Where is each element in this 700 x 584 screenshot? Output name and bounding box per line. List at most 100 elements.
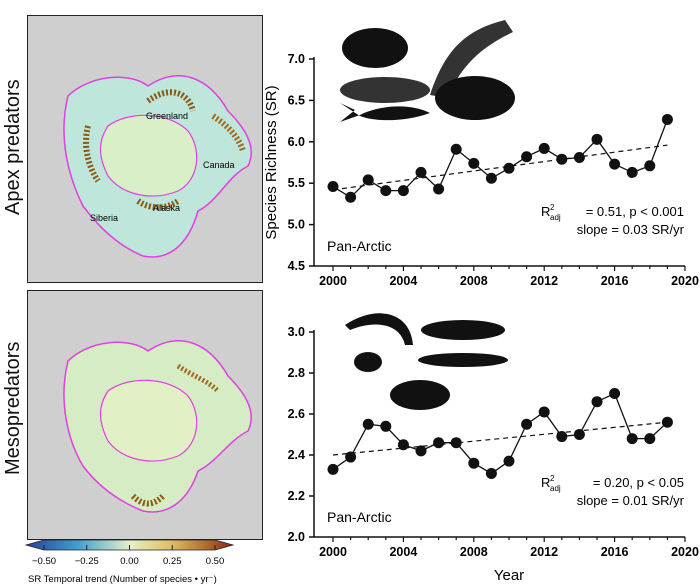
- region-label: Pan-Arctic: [327, 238, 392, 254]
- data-point: [415, 166, 427, 178]
- data-point: [556, 153, 568, 165]
- r2-symbol: R: [541, 475, 550, 490]
- data-point: [626, 433, 638, 445]
- y-tick-label: 5.0: [288, 218, 305, 232]
- x-tick-label: 2020: [671, 545, 699, 559]
- data-point: [661, 113, 673, 125]
- trend-line: [332, 144, 668, 191]
- data-point: [380, 420, 392, 432]
- y-tick-label: 2.2: [288, 489, 305, 503]
- data-point: [538, 142, 550, 154]
- data-point: [345, 191, 357, 203]
- map-label-alaska: Alaska: [153, 203, 180, 213]
- slope-stat: slope = 0.01 SR/yr: [577, 493, 685, 508]
- x-tick-label: 2008: [460, 545, 488, 559]
- data-point: [397, 185, 409, 197]
- data-point: [327, 463, 339, 475]
- x-axis-label: Year: [494, 567, 524, 584]
- colorbar-tick-label: 0.25: [163, 556, 182, 567]
- crab-icon: [354, 352, 382, 372]
- data-point: [609, 158, 621, 170]
- colorbar-tick-label: −0.25: [75, 556, 99, 567]
- r2-superscript: 2: [550, 203, 555, 212]
- animal-silhouettes: [340, 20, 515, 122]
- map-label-siberia: Siberia: [90, 213, 118, 223]
- x-tick-label: 2004: [389, 545, 417, 559]
- data-point: [503, 162, 515, 174]
- slope-stat: slope = 0.03 SR/yr: [577, 222, 685, 237]
- y-tick-label: 5.5: [288, 176, 305, 190]
- y-tick-label: 2.6: [288, 407, 305, 421]
- map-label-greenland: Greenland: [146, 111, 188, 121]
- r2-superscript: 2: [550, 474, 555, 483]
- apex-map-svg: Greenland Canada Alaska Siberia: [28, 16, 262, 282]
- seal-icon: [430, 20, 513, 98]
- data-point: [521, 151, 533, 163]
- shrimp-icon: [345, 313, 413, 345]
- whale-icon: [340, 77, 430, 103]
- meso-chart: 2.0 2.2 2.4 2.6 2.8 3.0 2000 2004 2008 2012 2016 20…: [288, 313, 699, 584]
- colorbar-label: SR Temporal trend (Number of species • y…: [28, 574, 217, 584]
- flatfish-icon: [390, 380, 450, 410]
- series-line: [332, 392, 668, 475]
- apex-map: Greenland Canada Alaska Siberia: [27, 15, 263, 283]
- data-point: [556, 431, 568, 443]
- colorbar-tick-label: 0.00: [120, 556, 139, 567]
- data-point: [573, 152, 585, 164]
- y-tick-label: 2.4: [288, 448, 305, 462]
- data-point: [450, 143, 462, 155]
- data-point: [362, 418, 374, 430]
- y-axis-label: Species Richness (SR): [263, 85, 280, 239]
- series-line: [332, 119, 669, 199]
- r2-symbol: R: [541, 204, 550, 219]
- y-tick-label: 7.0: [288, 52, 305, 66]
- map-label-canada: Canada: [203, 160, 235, 170]
- trend-line: [332, 421, 668, 456]
- data-point: [415, 445, 427, 457]
- data-point: [485, 172, 497, 184]
- x-tick-label: 2004: [389, 274, 417, 288]
- data-point: [468, 157, 480, 169]
- x-tick-label: 2000: [319, 274, 347, 288]
- r2-stat: = 0.20, p < 0.05: [593, 475, 684, 490]
- x-tick-label: 2008: [460, 274, 488, 288]
- data-point: [521, 418, 533, 430]
- data-point: [591, 133, 603, 145]
- meso-map: [27, 290, 263, 540]
- y-tick-label: 2.8: [288, 366, 305, 380]
- data-point: [485, 467, 497, 479]
- x-tick-label: 2012: [530, 274, 558, 288]
- x-tick-label: 2016: [601, 274, 629, 288]
- data-point: [573, 429, 585, 440]
- data-point: [450, 437, 462, 449]
- data-point: [644, 160, 656, 172]
- data-point: [503, 455, 515, 467]
- x-tick-label: 2012: [530, 545, 558, 559]
- data-point: [362, 174, 374, 186]
- data-point: [538, 406, 550, 418]
- colorbar: −0.50 −0.25 0.00 0.25 0.50 SR Temporal trend…: [24, 540, 235, 584]
- data-point: [397, 439, 409, 451]
- y-tick-label: 6.0: [288, 135, 305, 149]
- colorbar-tick-label: −0.50: [32, 556, 56, 567]
- colorbar-tick-label: 0.50: [206, 556, 225, 567]
- y-tick-label: 4.5: [288, 259, 305, 273]
- data-point: [661, 416, 673, 428]
- polar-bear-icon: [342, 28, 408, 68]
- r2-subscript: adj: [550, 484, 561, 493]
- cod-icon: [421, 320, 505, 340]
- data-point: [609, 388, 621, 399]
- data-point: [327, 181, 339, 193]
- x-tick-label: 2020: [671, 274, 699, 288]
- data-point: [433, 437, 445, 449]
- region-label: Pan-Arctic: [327, 509, 392, 525]
- data-point: [433, 183, 445, 195]
- shark-icon: [340, 103, 430, 122]
- data-point: [380, 185, 392, 197]
- r2-stat: = 0.51, p < 0.001: [586, 204, 684, 219]
- animal-silhouettes: [345, 313, 508, 410]
- data-point: [591, 396, 603, 408]
- y-tick-label: 6.5: [288, 93, 305, 107]
- data-point: [626, 166, 638, 178]
